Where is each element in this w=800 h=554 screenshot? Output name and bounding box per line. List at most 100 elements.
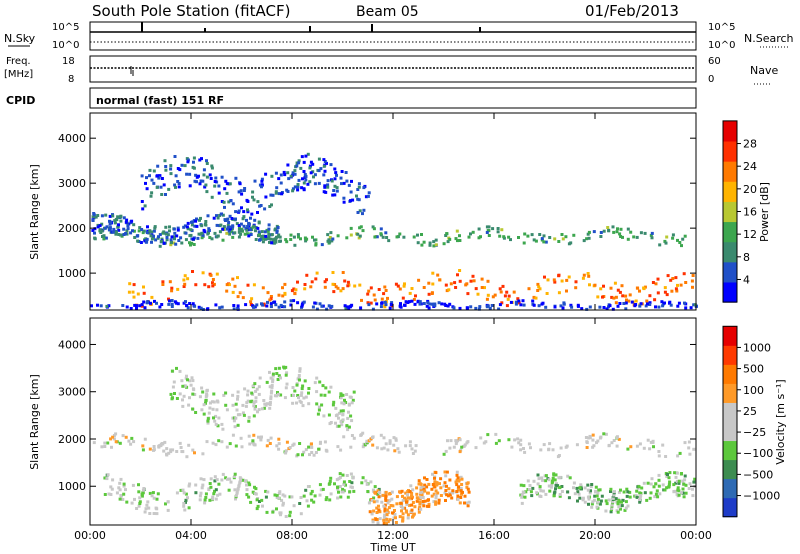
velocity-cell [542, 443, 546, 447]
velocity-cell [373, 491, 377, 495]
power-cell [113, 219, 117, 223]
power-cell [261, 286, 265, 290]
power-cell [314, 243, 318, 247]
power-cell [679, 283, 683, 287]
power-cell [260, 234, 264, 238]
power-cell [399, 302, 402, 306]
power-cell [598, 305, 602, 309]
power-cell [157, 176, 161, 179]
velocity-cell [539, 495, 543, 498]
power-cell [250, 297, 254, 301]
velocity-cell [649, 491, 653, 495]
velocity-cell [583, 500, 587, 504]
velocity-cell [654, 492, 658, 496]
velocity-cell [629, 445, 633, 449]
power-cell [266, 229, 270, 233]
velocity-cell [268, 370, 271, 374]
power-cell [362, 208, 366, 212]
velocity-cell [337, 490, 340, 494]
power-cell [302, 300, 306, 304]
velocity-cell [349, 472, 353, 476]
power-cell [179, 236, 183, 240]
power-cell [574, 286, 578, 290]
velocity-cell [612, 493, 616, 497]
power-cell [205, 162, 209, 165]
power-cell [587, 236, 591, 240]
power-cell [156, 236, 160, 240]
power-cell [624, 307, 628, 311]
velocity-cell [687, 440, 691, 444]
power-cell [653, 298, 657, 302]
velocity-cell [550, 484, 554, 487]
velocity-cell [455, 483, 459, 487]
power-cell [158, 174, 162, 178]
velocity-cell [657, 484, 661, 488]
power-cell [621, 235, 624, 239]
power-cell [198, 218, 201, 222]
velocity-cell [304, 448, 308, 452]
velocity-cell [337, 411, 341, 415]
velocity-cell [401, 506, 405, 510]
power-cell [315, 271, 319, 275]
velocity-cell [390, 497, 394, 501]
power-cell [432, 302, 436, 306]
power-cell [121, 304, 125, 307]
power-cell [326, 185, 330, 189]
power-cell [657, 305, 661, 309]
power-cell [414, 294, 417, 298]
velocity-cell [187, 484, 191, 488]
velocity-cell [194, 491, 198, 495]
velocity-cell [352, 436, 356, 440]
power-cell [505, 304, 509, 308]
velocity-cell [560, 485, 564, 488]
velocity-cell [651, 439, 655, 443]
power-cell [240, 192, 244, 196]
velocity-cell [373, 485, 377, 489]
power-cell [99, 304, 103, 308]
velocity-cell [375, 511, 379, 514]
power-cell [180, 241, 184, 245]
power-cell [148, 229, 152, 233]
velocity-cell [656, 495, 660, 499]
power-cell [276, 235, 280, 239]
power-cell [269, 305, 273, 309]
velocity-cell [214, 497, 218, 501]
velocity-cell [458, 450, 462, 454]
velocity-cell [652, 445, 655, 449]
velocity-cell [474, 446, 478, 450]
power-cell [227, 229, 231, 233]
velocity-cell [377, 504, 380, 508]
velocity-cell [217, 416, 221, 420]
power-cell [115, 218, 119, 222]
velocity-cell [668, 480, 672, 484]
power-cell [201, 179, 205, 183]
power-cell [601, 295, 604, 299]
power-cell [341, 287, 345, 291]
power-cell [440, 302, 444, 306]
power-cell [174, 242, 178, 246]
velocity-cell [413, 449, 417, 453]
velocity-cell [642, 446, 646, 450]
power-cell [339, 176, 343, 180]
power-cell [514, 302, 518, 306]
velocity-cell [325, 496, 329, 500]
velocity-cell [283, 396, 287, 400]
power-cell [302, 170, 306, 173]
velocity-cell [152, 445, 156, 448]
power-cell [608, 304, 612, 308]
velocity-cell [324, 498, 328, 502]
velocity-cell [376, 521, 380, 525]
power-cell [367, 289, 371, 293]
velocity-cell [179, 446, 183, 449]
power-cell [649, 233, 653, 237]
power-colorbar-tick-label: 24 [743, 160, 757, 173]
power-cell [497, 307, 501, 311]
velocity-colorbar-tick-label: 100 [743, 384, 764, 397]
velocity-cell [558, 494, 562, 498]
power-cell [210, 237, 214, 241]
power-cell [173, 300, 177, 304]
power-cell [383, 300, 387, 304]
power-cell [125, 229, 129, 233]
power-cell [231, 235, 235, 239]
velocity-cell [552, 491, 556, 495]
